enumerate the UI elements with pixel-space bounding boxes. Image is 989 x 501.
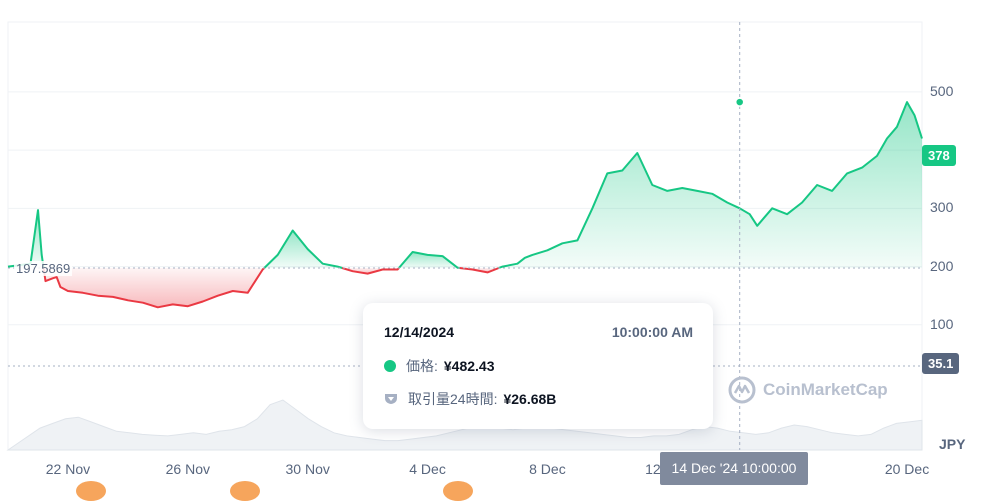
tooltip-volume-row: 取引量24時間: ¥26.68B [384,389,556,409]
price-area-up [498,102,922,268]
current-volume-badge: 35.1 [922,353,960,374]
y-tick-label: 500 [930,82,954,99]
y-tick-label: 100 [930,315,954,332]
pumpkin-decoration-icon [230,481,260,501]
price-line-down [341,267,400,275]
tooltip-volume-label: 取引量24時間: [408,391,498,407]
price-tooltip: 12/14/2024 10:00:00 AM 価格: ¥482.43 取引量24… [363,303,713,429]
pumpkin-decoration-icon [443,481,473,501]
price-area-down [43,267,265,308]
tooltip-price-value: ¥482.43 [443,358,495,374]
crosshair-date-label: 14 Dec '24 10:00:00 [660,452,808,485]
price-area-up [264,230,343,268]
tooltip-date: 12/14/2024 [384,324,455,340]
price-areas [8,102,922,308]
x-tick-label: 8 Dec [529,461,566,477]
current-price-badge: 378 [922,145,956,166]
coinmarketcap-logo-icon [728,376,756,404]
coinmarketcap-watermark: CoinMarketCap [727,375,888,405]
tooltip-time: 10:00:00 AM [611,324,693,340]
baseline-value-label: 197.5869 [14,261,73,276]
watermark-text: CoinMarketCap [763,380,888,399]
highlight-point [734,97,745,107]
y-tick-label: 300 [930,199,954,216]
price-line-up [398,251,460,269]
price-area-up [8,210,44,268]
pumpkin-decoration-icon [76,481,106,501]
x-tick-label: 20 Dec [884,461,930,477]
x-tick-label: 30 Nov [285,461,330,477]
tooltip-volume-value: ¥26.68B [503,391,557,407]
price-area-up [398,252,460,268]
tooltip-price-row: 価格: ¥482.43 [384,356,495,376]
volume-shield-icon [385,394,397,404]
price-line-down [42,267,265,309]
x-tick-label: 26 Nov [165,461,210,477]
tooltip-price-label: 価格: [406,358,438,374]
price-line-down [459,267,500,274]
price-line-up [498,101,923,269]
price-line-up [263,229,343,269]
y-tick-label: 200 [930,257,954,274]
x-tick-label: 22 Nov [45,461,91,477]
currency-unit-label: JPY [939,436,966,452]
price-dot-icon [384,360,396,372]
x-tick-label: 4 Dec [409,461,446,477]
